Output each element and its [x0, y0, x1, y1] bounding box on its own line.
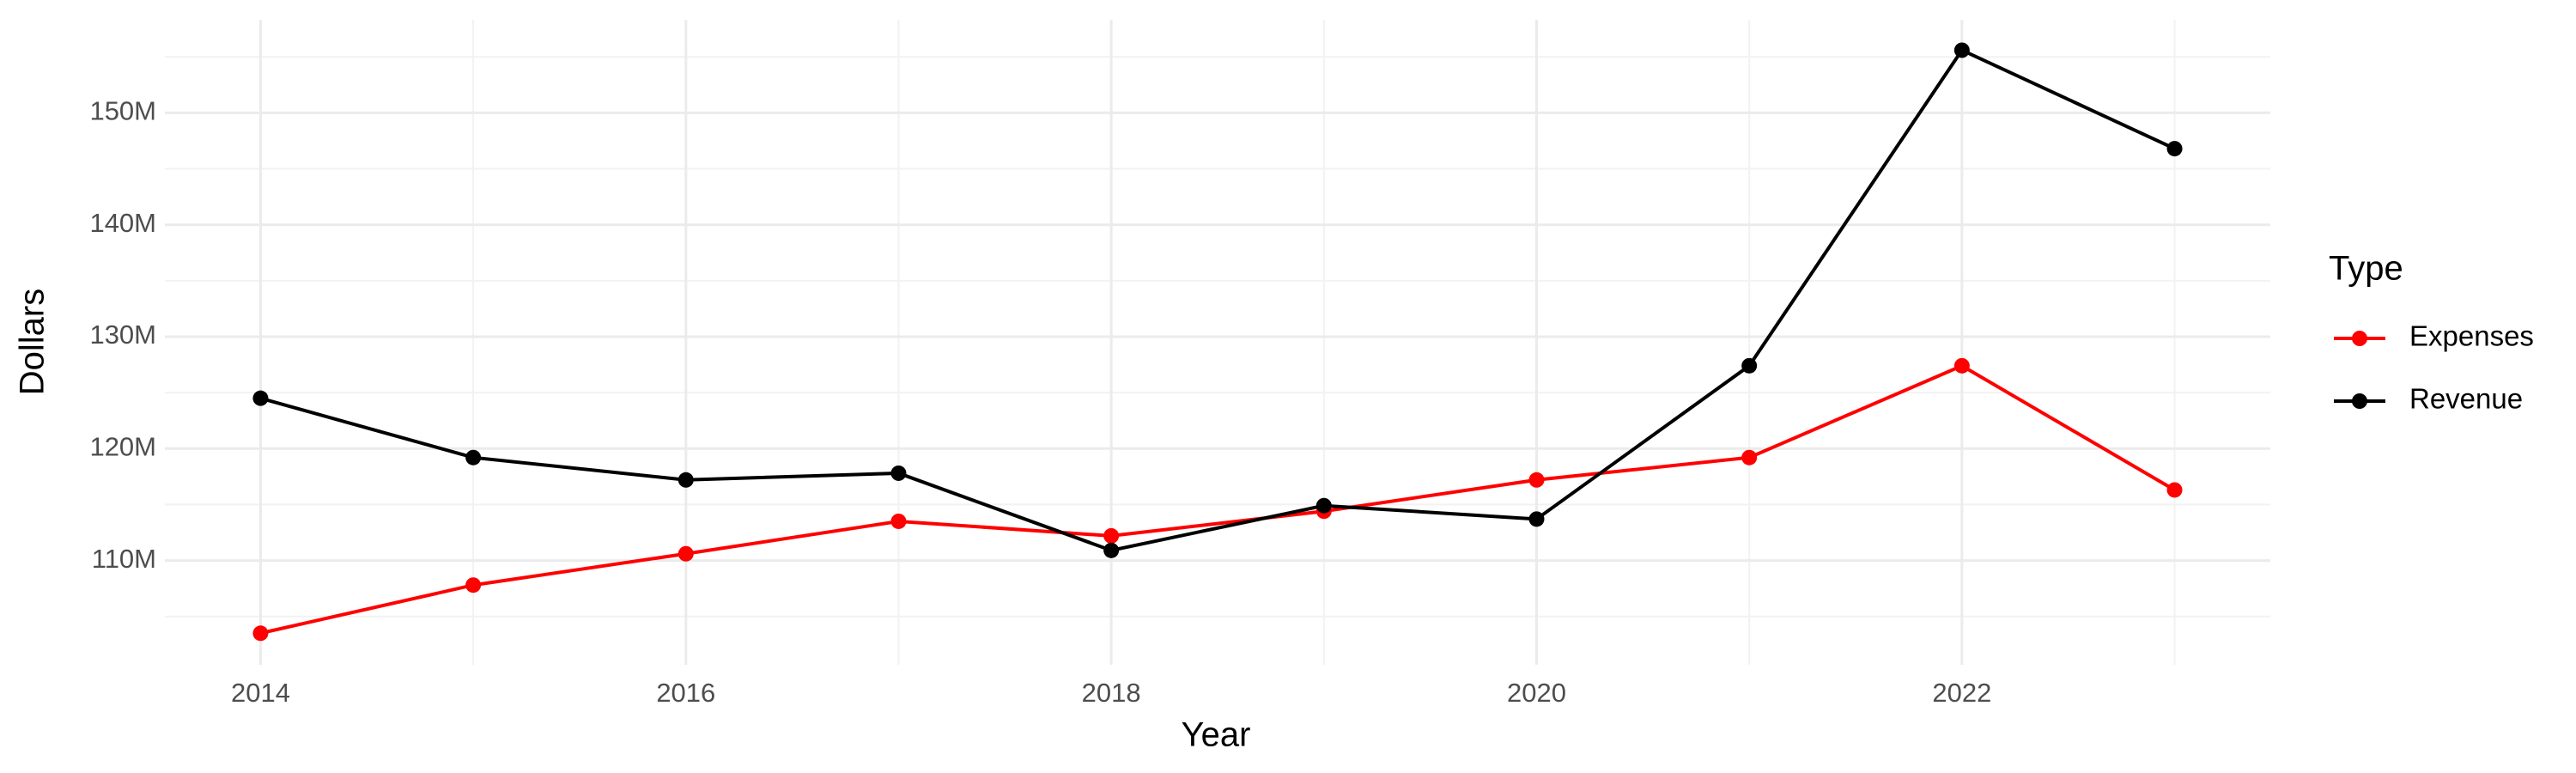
y-tick-label: 120M	[89, 431, 156, 461]
data-point	[1315, 497, 1332, 514]
series-line	[259, 47, 2176, 552]
data-point	[2166, 482, 2183, 498]
legend-title: Type	[2329, 250, 2403, 288]
legend-label: Revenue	[2409, 383, 2523, 415]
y-tick-label: 110M	[92, 544, 156, 574]
series-line	[260, 363, 2176, 636]
data-point	[1741, 357, 1758, 374]
data-point	[252, 390, 269, 406]
data-point	[465, 577, 482, 593]
y-tick-label: 140M	[89, 208, 156, 238]
legend-label: Expenses	[2409, 320, 2534, 352]
x-tick-label: 2020	[1507, 678, 1566, 708]
data-point	[1103, 527, 1120, 544]
data-point	[1953, 42, 1970, 58]
x-tick-label: 2022	[1932, 678, 1991, 708]
x-tick-label: 2016	[656, 678, 715, 708]
data-point	[677, 472, 694, 488]
data-point	[465, 449, 482, 466]
y-axis-title: Dollars	[14, 289, 52, 395]
data-point	[890, 465, 907, 481]
data-point	[1741, 449, 1758, 466]
data-point	[1528, 472, 1545, 488]
x-axis-title: Year	[1182, 716, 1251, 754]
legend-key-point	[2352, 331, 2367, 346]
data-point	[1103, 542, 1120, 558]
y-tick-label: 130M	[89, 320, 156, 350]
data-point	[252, 625, 269, 642]
data-point	[2166, 141, 2183, 157]
legend-key-point	[2352, 393, 2367, 409]
data-point	[890, 513, 907, 529]
data-point	[677, 545, 694, 562]
x-tick-label: 2014	[231, 678, 290, 708]
x-tick-label: 2018	[1082, 678, 1141, 708]
data-point	[1528, 511, 1545, 527]
y-tick-label: 150M	[89, 96, 156, 126]
data-point	[1953, 357, 1970, 374]
